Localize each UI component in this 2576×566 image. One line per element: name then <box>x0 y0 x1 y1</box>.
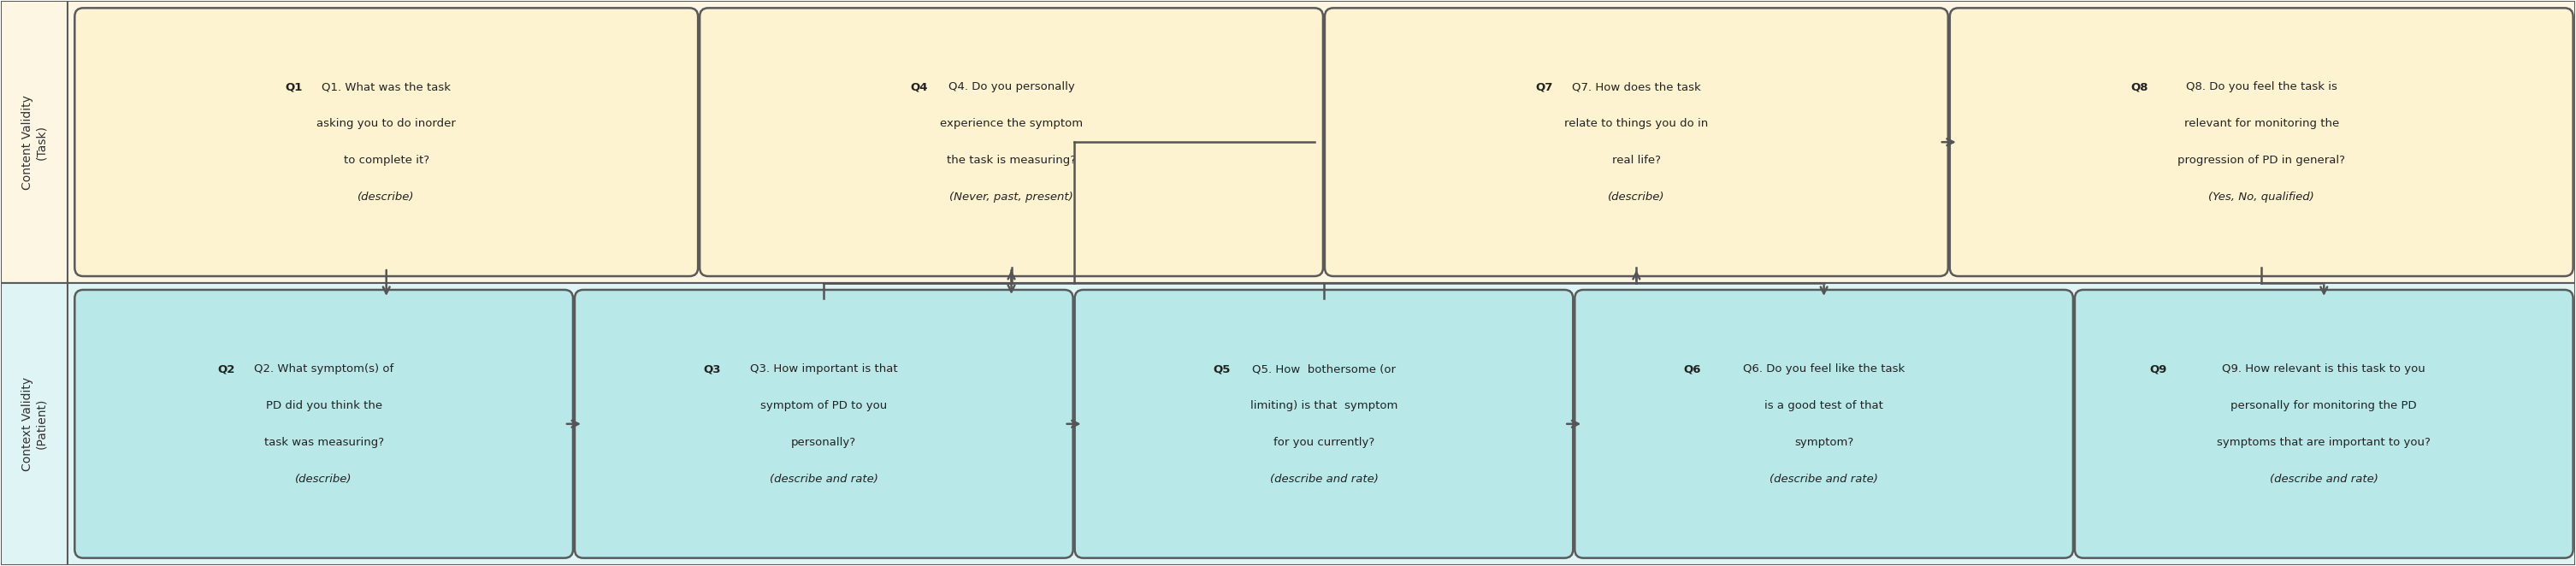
Text: relate to things you do in: relate to things you do in <box>1564 118 1708 130</box>
Text: Q6. Do you feel like the task: Q6. Do you feel like the task <box>1744 363 1904 375</box>
FancyBboxPatch shape <box>1074 290 1574 558</box>
Text: is a good test of that: is a good test of that <box>1765 400 1883 411</box>
Text: Q4: Q4 <box>909 82 927 93</box>
Text: Q9: Q9 <box>2148 363 2166 375</box>
Text: Q1. What was the task: Q1. What was the task <box>322 82 451 93</box>
Text: Q3: Q3 <box>703 363 721 375</box>
Text: (Yes, No, qualified): (Yes, No, qualified) <box>2208 191 2313 203</box>
Text: to complete it?: to complete it? <box>343 155 430 166</box>
Text: experience the symptom: experience the symptom <box>940 118 1082 130</box>
Text: (describe): (describe) <box>1607 191 1664 203</box>
Text: (describe): (describe) <box>296 473 353 484</box>
Text: task was measuring?: task was measuring? <box>263 436 384 448</box>
Text: (describe and rate): (describe and rate) <box>770 473 878 484</box>
FancyBboxPatch shape <box>1950 8 2573 276</box>
Text: (describe and rate): (describe and rate) <box>2269 473 2378 484</box>
FancyBboxPatch shape <box>1574 290 2074 558</box>
FancyBboxPatch shape <box>574 290 1074 558</box>
Text: limiting) is that  symptom: limiting) is that symptom <box>1249 400 1399 411</box>
Text: Context Validity
(Patient): Context Validity (Patient) <box>21 377 46 471</box>
FancyBboxPatch shape <box>2074 290 2573 558</box>
FancyBboxPatch shape <box>1324 8 1947 276</box>
FancyBboxPatch shape <box>0 1 2576 283</box>
Text: (describe and rate): (describe and rate) <box>1770 473 1878 484</box>
Text: Content Validity
(Task): Content Validity (Task) <box>21 95 46 190</box>
Text: symptom of PD to you: symptom of PD to you <box>760 400 886 411</box>
Text: Q7. How does the task: Q7. How does the task <box>1571 82 1700 93</box>
Text: symptom?: symptom? <box>1795 436 1855 448</box>
Text: Q9. How relevant is this task to you: Q9. How relevant is this task to you <box>2223 363 2427 375</box>
FancyBboxPatch shape <box>0 283 2576 565</box>
Text: Q7: Q7 <box>1535 82 1553 93</box>
Text: Q5: Q5 <box>1213 363 1231 375</box>
Text: Q2: Q2 <box>219 363 234 375</box>
Text: Q6: Q6 <box>1685 363 1700 375</box>
Text: for you currently?: for you currently? <box>1273 436 1376 448</box>
FancyBboxPatch shape <box>701 8 1324 276</box>
Text: (Never, past, present): (Never, past, present) <box>951 191 1074 203</box>
Text: progression of PD in general?: progression of PD in general? <box>2177 155 2344 166</box>
Text: Q5. How  bothersome (or: Q5. How bothersome (or <box>1252 363 1396 375</box>
Text: personally?: personally? <box>791 436 855 448</box>
FancyBboxPatch shape <box>75 290 572 558</box>
FancyBboxPatch shape <box>75 8 698 276</box>
Text: symptoms that are important to you?: symptoms that are important to you? <box>2218 436 2432 448</box>
Text: (describe and rate): (describe and rate) <box>1270 473 1378 484</box>
Text: the task is measuring?: the task is measuring? <box>948 155 1077 166</box>
Text: asking you to do inorder: asking you to do inorder <box>317 118 456 130</box>
Text: Q8: Q8 <box>2130 82 2148 93</box>
Text: Q2. What symptom(s) of: Q2. What symptom(s) of <box>255 363 394 375</box>
Text: Q1: Q1 <box>286 82 301 93</box>
Text: personally for monitoring the PD: personally for monitoring the PD <box>2231 400 2416 411</box>
Text: PD did you think the: PD did you think the <box>265 400 381 411</box>
Text: Q8. Do you feel the task is: Q8. Do you feel the task is <box>2187 82 2336 93</box>
Text: (describe): (describe) <box>358 191 415 203</box>
Text: relevant for monitoring the: relevant for monitoring the <box>2184 118 2339 130</box>
Text: real life?: real life? <box>1613 155 1662 166</box>
Text: Q4. Do you personally: Q4. Do you personally <box>948 82 1074 93</box>
Text: Q3. How important is that: Q3. How important is that <box>750 363 896 375</box>
